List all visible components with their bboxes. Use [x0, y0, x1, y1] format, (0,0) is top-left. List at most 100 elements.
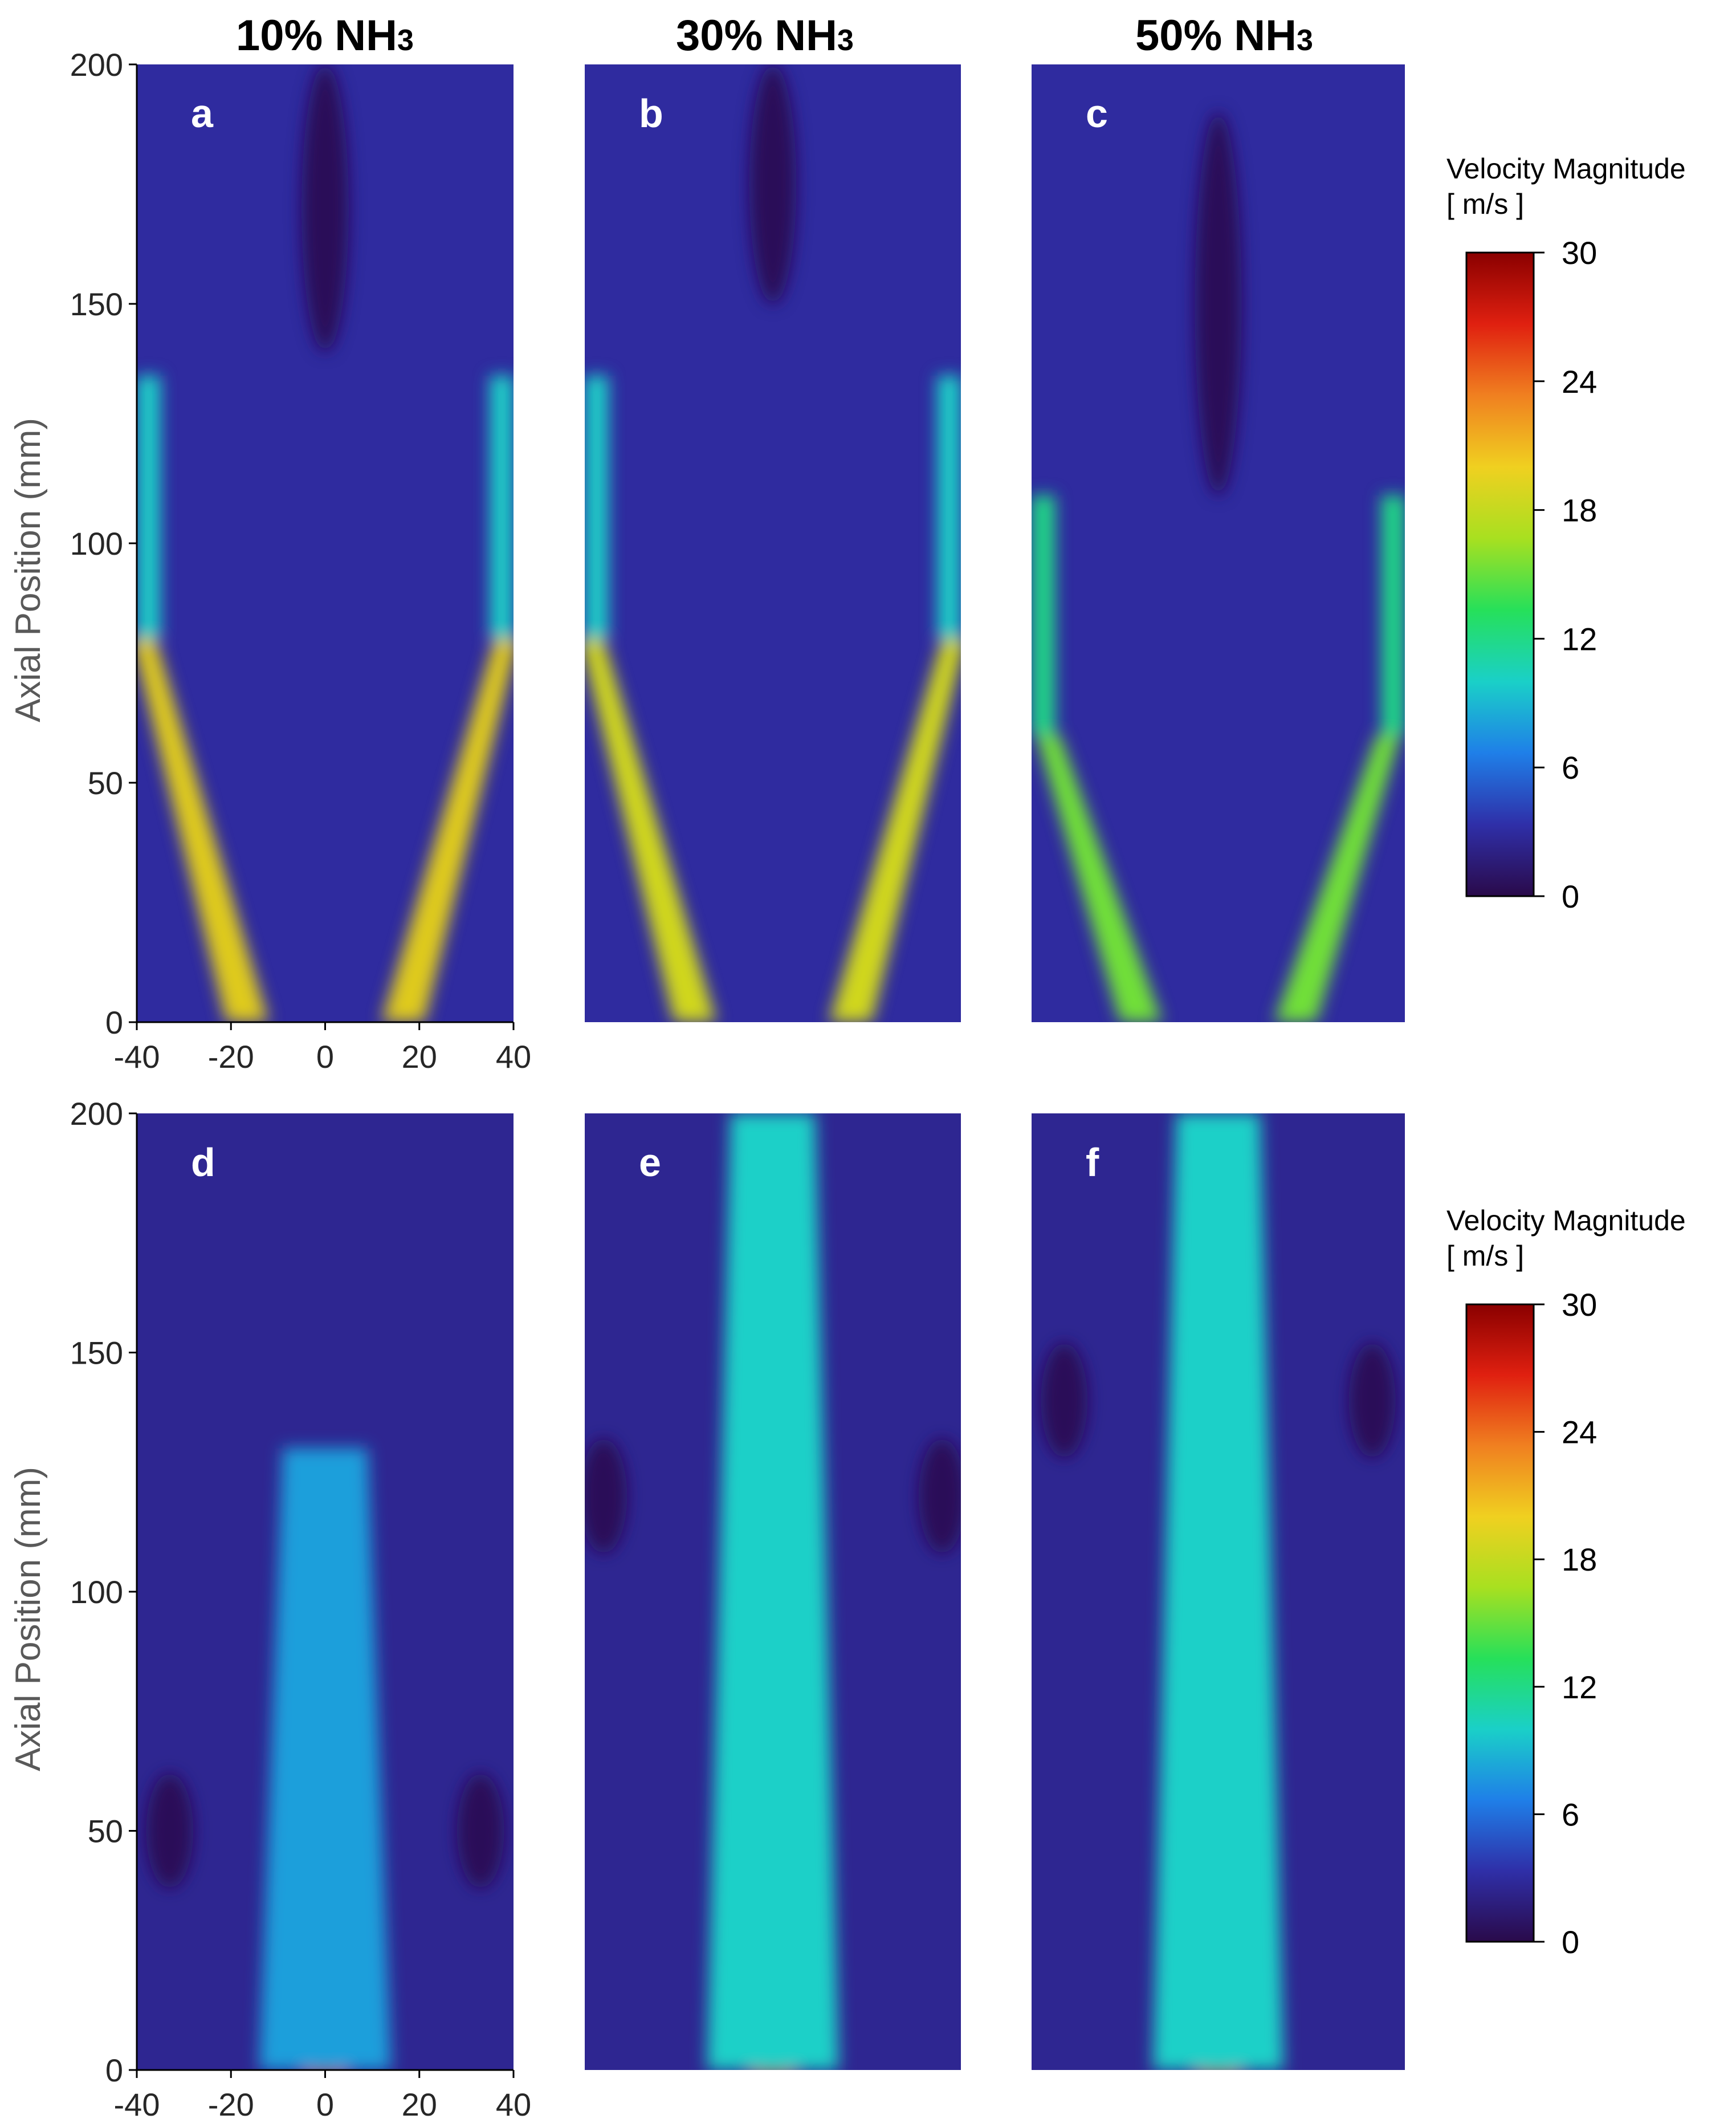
y-tick-label: 100 — [70, 1574, 123, 1610]
panel-f-jet-plume-1 — [1152, 1113, 1284, 2070]
colorbar-tick-label: 6 — [1562, 1796, 1579, 1832]
panel-a-central-recirculation-3 — [301, 64, 349, 352]
column-title-30pct: 30% NH3 — [676, 11, 854, 60]
colorbar-layer: Velocity Magnitude[ m/s ]0612182430Veloc… — [1446, 153, 1686, 1960]
panel-b-central-recirculation-3 — [749, 64, 797, 304]
panel-label-c: c — [1086, 91, 1108, 136]
colorbar-tick-label: 24 — [1562, 1414, 1597, 1450]
x-tick-label: 40 — [496, 2087, 531, 2122]
x-tick-label: 20 — [402, 1039, 437, 1075]
column-title-50pct: 50% NH3 — [1135, 11, 1313, 60]
x-tick-label: 0 — [316, 2087, 334, 2122]
column-title-10pct: 10% NH3 — [236, 11, 414, 60]
x-tick-label: -40 — [114, 1039, 160, 1075]
y-axis-title-bottom: Axial Position (mm) — [9, 1467, 48, 1771]
panel-c — [1032, 64, 1405, 1022]
y-tick-label: 50 — [88, 1813, 123, 1849]
y-tick-label: 150 — [70, 1335, 123, 1371]
colorbar-tick-label: 0 — [1562, 879, 1579, 914]
colorbar-tick-label: 18 — [1562, 493, 1597, 528]
panel-e-flowfield — [585, 1113, 961, 2070]
y-tick-label: 100 — [70, 526, 123, 562]
panel-label-a: a — [191, 91, 214, 136]
panel-b-swirl-arm-1-core — [829, 639, 961, 1022]
column-title-10pct-sub: 3 — [397, 24, 414, 57]
panel-b — [585, 64, 961, 1022]
colorbar-tick-label: 30 — [1562, 1287, 1597, 1323]
column-title-50pct-main: 50% NH — [1135, 11, 1297, 60]
panel-c-outer-flow-2-right — [1382, 495, 1405, 735]
panel-d-side-vortex-3 — [457, 1773, 504, 1889]
x-axis-row-1: -40 -20 0 20 40 — [114, 1021, 531, 1075]
y-tick-label: 150 — [70, 286, 123, 322]
colorbar-2: Velocity Magnitude[ m/s ] 0 6 12 18 24 30 — [1446, 1205, 1686, 1960]
panel-a-outer-flow-2-left — [137, 376, 161, 639]
panel-d-jet-plume-1 — [259, 1448, 392, 2070]
panel-b-flowfield — [585, 64, 961, 1022]
panel-f-flowfield — [1041, 1113, 1396, 2070]
y-tick-label: 200 — [70, 47, 123, 83]
panel-c-swirl-arm-1-core — [1274, 735, 1400, 1022]
panel-label-b: b — [639, 91, 663, 136]
y-axis-row-2: 0 50 100 150 200 — [70, 1096, 138, 2088]
panel-c-flowfield — [1032, 112, 1405, 1022]
colorbar-title-line2: [ m/s ] — [1446, 1240, 1524, 1272]
panel-f-side-vortex-3 — [1348, 1343, 1396, 1458]
colorbar-gradient — [1465, 1303, 1535, 1943]
panel-b-outer-flow-2-right — [937, 376, 961, 639]
x-tick-label: -40 — [114, 2087, 160, 2122]
panel-c-swirl-arm-0-core — [1036, 735, 1163, 1022]
colorbar-title-line1: Velocity Magnitude — [1446, 153, 1686, 185]
panel-f — [1032, 1113, 1405, 2070]
x-axis-row-2: -40 -20 0 20 40 — [114, 2069, 531, 2122]
y-tick-label: 0 — [105, 2052, 123, 2088]
y-tick-label: 50 — [88, 765, 123, 801]
column-title-30pct-main: 30% NH — [676, 11, 837, 60]
colorbar-tick-label: 18 — [1562, 1542, 1597, 1577]
panel-d-flowfield — [146, 1448, 504, 2070]
panel-c-central-recirculation-3 — [1195, 112, 1242, 495]
y-tick-label: 200 — [70, 1096, 123, 1132]
x-tick-label: -20 — [208, 1039, 254, 1075]
y-tick-label: 0 — [105, 1004, 123, 1040]
y-axis-row-1: 0 50 100 150 200 — [70, 47, 138, 1040]
colorbar-1: Velocity Magnitude[ m/s ] 0 6 12 18 24 30 — [1446, 153, 1686, 914]
panel-a-swirl-arm-0-core — [137, 639, 269, 1022]
panel-c-outer-flow-2-left — [1032, 495, 1055, 735]
colorbar-tick-label: 0 — [1562, 1924, 1579, 1960]
panel-e-side-vortex-2 — [585, 1438, 627, 1553]
y-axis-title-top: Axial Position (mm) — [9, 418, 48, 722]
column-title-50pct-sub: 3 — [1297, 24, 1313, 57]
x-tick-label: 40 — [496, 1039, 531, 1075]
column-title-30pct-sub: 3 — [837, 24, 854, 57]
panel-label-d: d — [191, 1140, 215, 1185]
panel-e-jet-plume-1 — [707, 1113, 839, 2070]
panel-a-swirl-arm-1-core — [381, 639, 514, 1022]
panel-e-side-vortex-3 — [918, 1438, 961, 1553]
panel-d-side-vortex-2 — [146, 1773, 194, 1889]
panel-b-outer-flow-2-left — [585, 376, 609, 639]
column-title-10pct-main: 10% NH — [236, 11, 397, 60]
panel-e — [585, 1113, 961, 2070]
panel-label-e: e — [639, 1140, 661, 1185]
panel-f-side-vortex-2 — [1041, 1343, 1088, 1458]
colorbar-tick-label: 6 — [1562, 750, 1579, 786]
x-tick-label: 0 — [316, 1039, 334, 1075]
panel-a — [137, 64, 514, 1022]
panel-label-f: f — [1086, 1140, 1099, 1185]
colorbar-tick-label: 24 — [1562, 364, 1597, 400]
panel-d — [137, 1113, 514, 2070]
x-tick-label: -20 — [208, 2087, 254, 2122]
panel-a-outer-flow-2-right — [490, 376, 514, 639]
x-tick-label: 20 — [402, 2087, 437, 2122]
colorbar-title-line1: Velocity Magnitude — [1446, 1205, 1686, 1237]
colorbar-tick-label: 30 — [1562, 235, 1597, 271]
colorbar-title-line2: [ m/s ] — [1446, 188, 1524, 220]
colorbar-tick-label: 12 — [1562, 621, 1597, 657]
panel-a-flowfield — [137, 64, 514, 1022]
panels-layer: a b c d e f — [137, 64, 1405, 2070]
panel-b-swirl-arm-0-core — [585, 639, 716, 1022]
colorbar-gradient — [1465, 251, 1535, 897]
